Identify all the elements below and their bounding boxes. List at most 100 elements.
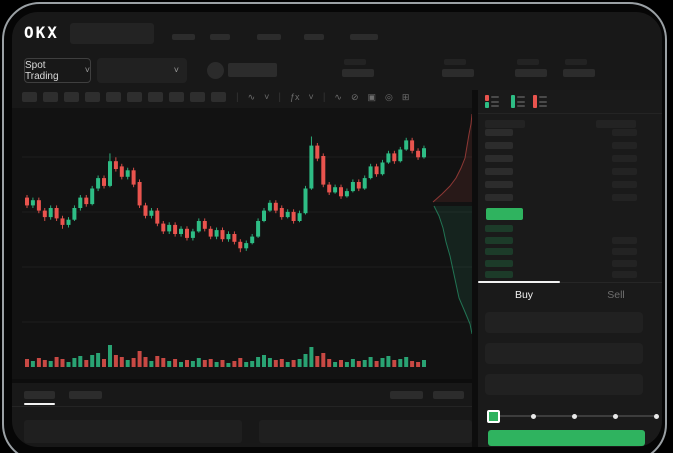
buy-submit-button[interactable] — [488, 430, 645, 446]
toolbar-divider: | — [236, 91, 239, 103]
slider-stop[interactable] — [531, 414, 536, 419]
ask-amount-placeholder — [612, 194, 637, 201]
candle-series — [22, 112, 472, 377]
ask-price-placeholder[interactable] — [485, 168, 513, 175]
interval-button[interactable] — [22, 92, 37, 102]
orders-action-button[interactable] — [390, 391, 423, 399]
okx-logo: OKX — [24, 23, 59, 42]
bid-price-placeholder[interactable] — [485, 225, 513, 232]
chart-tools: | ∿ ˅ | ƒx ˅ | ∿ ⊘ ▣ ◎ ⊞ — [236, 90, 409, 104]
orders-tab-history[interactable] — [69, 391, 102, 399]
interval-button[interactable] — [85, 92, 100, 102]
ask-amount-placeholder — [612, 168, 637, 175]
active-tab-indicator — [24, 403, 55, 405]
right-panel: Buy Sell — [478, 90, 662, 447]
stat-label-placeholder — [344, 59, 366, 65]
chevron-down-icon[interactable]: ˅ — [264, 92, 270, 102]
nav-item-placeholder[interactable] — [210, 34, 230, 40]
vertical-divider — [472, 90, 478, 447]
orders-panel-right — [259, 420, 472, 443]
bid-amount-placeholder — [612, 271, 637, 278]
coin-avatar — [207, 62, 224, 79]
bid-amount-placeholder — [612, 259, 637, 267]
book-bids-only-icon[interactable] — [511, 95, 525, 108]
fullscreen-icon[interactable]: ⊞ — [401, 91, 410, 102]
line-tool-icon[interactable]: ∿ — [334, 91, 342, 102]
indicators-icon[interactable]: ƒx — [290, 92, 300, 102]
orderbook-amount-header — [596, 120, 636, 128]
interval-button[interactable] — [106, 92, 121, 102]
market-selector-label: Spot Trading — [25, 59, 59, 82]
nav-item-placeholder[interactable] — [350, 34, 378, 40]
stat-value-placeholder — [342, 69, 374, 77]
toolbar-divider: | — [322, 91, 326, 103]
ask-price-placeholder[interactable] — [485, 181, 513, 188]
ask-amount-placeholder — [612, 155, 637, 162]
slider-handle[interactable] — [487, 410, 500, 423]
stat-label-placeholder — [517, 59, 539, 65]
interval-button[interactable] — [127, 92, 142, 102]
trade-input-field[interactable] — [485, 343, 643, 364]
tab-sell[interactable]: Sell — [607, 289, 625, 301]
slider-stop[interactable] — [572, 414, 577, 419]
draw-tool-icon[interactable]: ⊘ — [350, 91, 359, 102]
ask-price-placeholder[interactable] — [485, 194, 513, 201]
book-asks-only-icon[interactable] — [533, 95, 547, 108]
nav-item-placeholder[interactable] — [257, 34, 281, 40]
ask-amount-placeholder — [612, 129, 637, 136]
stat-value-placeholder — [563, 69, 595, 77]
search-input[interactable] — [70, 23, 154, 44]
ask-amount-placeholder — [612, 181, 637, 188]
orders-action-button[interactable] — [433, 391, 464, 399]
slider-stop[interactable] — [654, 414, 659, 419]
interval-button[interactable] — [43, 92, 58, 102]
bid-price-placeholder[interactable] — [485, 248, 513, 255]
trade-input-field[interactable] — [485, 374, 643, 395]
bid-amount-placeholder — [612, 248, 637, 255]
candlestick-chart[interactable] — [12, 108, 474, 379]
orderbook-view-modes — [478, 90, 662, 114]
ask-amount-placeholder — [612, 142, 637, 149]
tabbar-divider — [478, 282, 662, 283]
bid-price-placeholder[interactable] — [485, 271, 513, 278]
chevron-down-icon: ˅ — [84, 65, 90, 75]
pair-selector-dropdown[interactable]: ˅ — [97, 58, 187, 83]
orders-panel-left — [24, 420, 242, 443]
bid-amount-placeholder — [612, 236, 637, 244]
ask-price-placeholder[interactable] — [485, 155, 513, 162]
interval-button[interactable] — [169, 92, 184, 102]
bid-price-placeholder[interactable] — [485, 259, 513, 267]
interval-button[interactable] — [190, 92, 205, 102]
ask-price-placeholder[interactable] — [485, 142, 513, 149]
toolbar-divider: | — [278, 91, 282, 103]
stat-label-placeholder — [444, 59, 466, 65]
horizontal-divider — [12, 379, 472, 383]
depth-chart — [428, 114, 474, 334]
nav-item-placeholder[interactable] — [172, 34, 195, 40]
interval-button[interactable] — [64, 92, 79, 102]
market-selector-button[interactable]: Spot Trading ˅ — [24, 58, 91, 83]
orders-tab-open[interactable] — [24, 391, 55, 399]
chart-style-icon[interactable]: ∿ — [247, 91, 256, 102]
ask-price-placeholder[interactable] — [485, 129, 513, 136]
chevron-down-icon: ˅ — [173, 65, 179, 75]
tab-buy[interactable]: Buy — [514, 289, 534, 301]
settings-icon[interactable]: ◎ — [385, 91, 393, 102]
stat-value-placeholder — [442, 69, 474, 77]
orderbook-price-header — [485, 120, 525, 128]
app-screen: OKX Spot Trading ˅ ˅ | ∿ ˅ | ƒx ˅ | ∿ ⊘ ▣ ◎ ⊞ — [12, 12, 662, 447]
camera-icon[interactable]: ▣ — [367, 91, 377, 102]
chevron-down-icon[interactable]: ˅ — [308, 92, 314, 102]
stat-value-placeholder — [515, 69, 547, 77]
nav-item-placeholder[interactable] — [304, 34, 324, 40]
trade-input-field[interactable] — [485, 312, 643, 333]
last-price-badge[interactable] — [486, 208, 523, 220]
bid-price-placeholder[interactable] — [485, 236, 513, 244]
stat-label-placeholder — [565, 59, 587, 65]
pair-name-placeholder — [228, 63, 277, 77]
interval-button[interactable] — [148, 92, 163, 102]
interval-button[interactable] — [211, 92, 226, 102]
slider-stop[interactable] — [613, 414, 618, 419]
book-combined-icon[interactable] — [485, 95, 499, 108]
